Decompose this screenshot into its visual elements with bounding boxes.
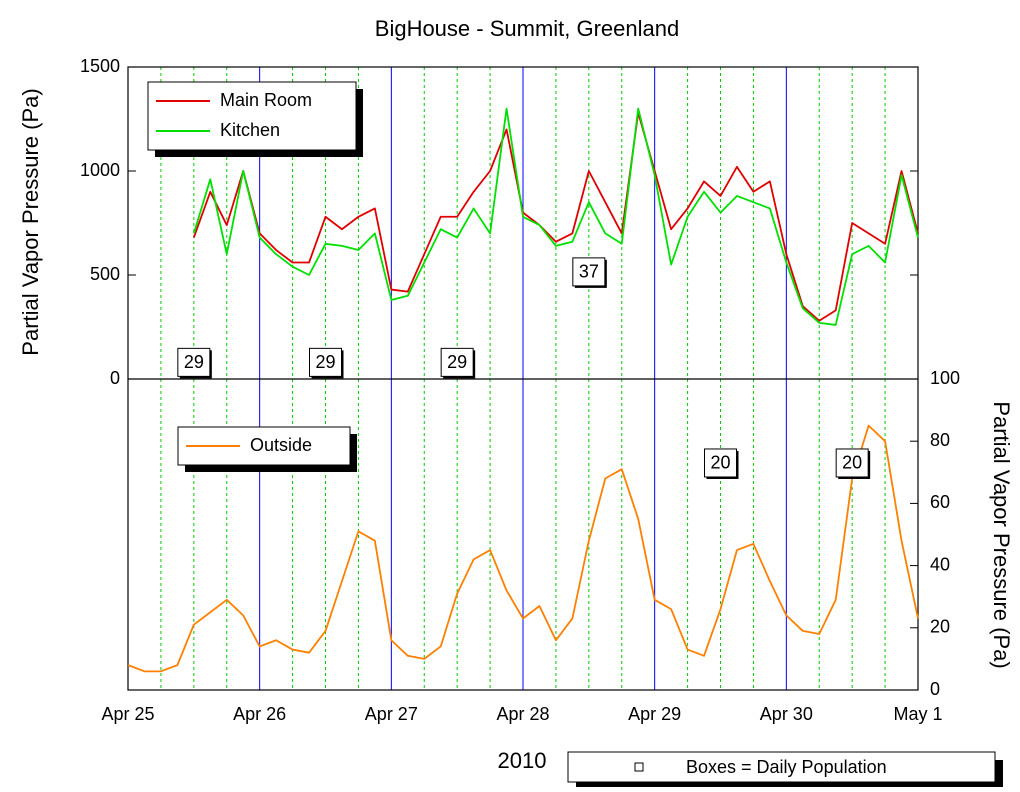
y2-tick-label: 80: [930, 430, 950, 450]
x-axis-label: 2010: [498, 748, 547, 773]
y2-tick-label: 60: [930, 492, 950, 512]
chart-title: BigHouse - Summit, Greenland: [375, 16, 679, 41]
line-series: [192, 111, 919, 322]
legend-label: Kitchen: [220, 120, 280, 140]
x-tick-label: Apr 30: [760, 704, 813, 724]
line-series: [192, 107, 919, 326]
note: Boxes = Daily Population: [686, 757, 887, 777]
annotation-box: [177, 347, 211, 377]
annotation: 29: [315, 352, 335, 372]
y2-tick-label: 20: [930, 617, 950, 637]
annotation-box: [309, 347, 342, 377]
annotation: 20: [710, 453, 730, 473]
legend-label: Main Room: [220, 90, 312, 110]
x-tick-label: Apr 27: [365, 704, 418, 724]
annotation: 20: [842, 453, 862, 473]
y-tick-label: 0: [110, 368, 120, 388]
annotation: 29: [447, 352, 467, 372]
y2-tick-label: 40: [930, 554, 950, 574]
legend-label: Outside: [250, 435, 312, 455]
annotation-box: [440, 347, 474, 377]
x-tick-label: Apr 28: [496, 704, 549, 724]
x-tick-label: Apr 26: [233, 704, 286, 724]
y-tick-label: 1500: [80, 56, 120, 76]
annotation-box: [704, 448, 737, 478]
x-tick-label: May 1: [893, 704, 942, 724]
y-tick-label: 1000: [80, 160, 120, 180]
x-tick-label: Apr 25: [101, 704, 154, 724]
y2-tick-label: 100: [930, 368, 960, 388]
note-marker: [634, 762, 644, 772]
annotation-box: [835, 448, 869, 478]
y-axis-label: Partial Vapor Pressure (Pa): [18, 88, 43, 355]
legend-box: [147, 81, 357, 151]
annotation-box: [572, 257, 606, 287]
y-tick-label: 500: [90, 264, 120, 284]
x-tick-label: Apr 29: [628, 704, 681, 724]
annotation: 29: [184, 352, 204, 372]
line-series: [127, 424, 919, 673]
annotation: 37: [579, 262, 599, 282]
y2-tick-label: 0: [930, 679, 940, 699]
y2-axis-label: Partial Vapor Pressure (Pa): [989, 401, 1014, 668]
